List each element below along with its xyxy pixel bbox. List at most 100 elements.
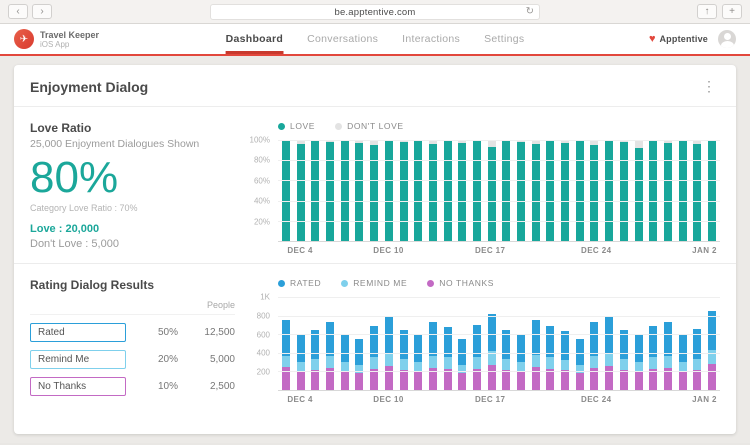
app-switcher[interactable]: ✈ Travel Keeper iOS App (14, 29, 99, 49)
kebab-menu-icon[interactable]: ⋮ (698, 78, 720, 95)
bar-segment-no-thanks (282, 367, 290, 390)
remind-me-chip[interactable]: Remind Me (30, 350, 126, 369)
bar-segment-don-t-love (635, 140, 643, 148)
bar-segment-rated (429, 322, 437, 355)
rating-table-header: People (30, 300, 235, 315)
y-tick-label: 400 (257, 349, 270, 358)
bar (708, 140, 716, 241)
tab-settings[interactable]: Settings (484, 24, 524, 54)
rating-dialog-title: Rating Dialog Results (30, 278, 242, 292)
rating-results-chart: RATED REMIND ME NO THANKS 1K800600400200 (242, 278, 720, 406)
y-tick-label: 20% (254, 217, 270, 226)
bar-segment-love (546, 140, 554, 241)
bar (355, 140, 363, 241)
bar-segment-no-thanks (605, 366, 613, 390)
y-tick-label: 200 (257, 368, 270, 377)
love-ratio-summary: Love Ratio 25,000 Enjoyment Dialogues Sh… (30, 119, 242, 257)
url-bar[interactable]: be.apptentive.com ↻ (210, 4, 540, 20)
no-thanks-percent: 10% (126, 381, 178, 392)
bar (355, 297, 363, 390)
bar (708, 297, 716, 390)
no-thanks-legend-dot-icon (427, 280, 434, 287)
bar-segment-no-thanks (488, 365, 496, 390)
love-count: Love : 20,000 (30, 223, 242, 235)
bar (282, 140, 290, 241)
x-tick-label: DEC 4 (287, 395, 313, 404)
y-axis: 1K800600400200 (242, 297, 278, 391)
rating-table: People Rated 50% 12,500 Remind Me 20% 5,… (30, 300, 235, 396)
rated-chip[interactable]: Rated (30, 323, 126, 342)
bar (635, 297, 643, 390)
bar (561, 297, 569, 390)
back-button[interactable]: ‹ (8, 4, 28, 19)
bar-segment-love (297, 144, 305, 241)
bar-segment-remind-me (532, 355, 540, 367)
bar-segment-love (400, 142, 408, 241)
bar-segment-rated (679, 334, 687, 362)
rating-dialog-section: Rating Dialog Results People Rated 50% 1… (14, 264, 736, 412)
bar (326, 140, 334, 241)
x-tick-label: DEC 10 (373, 246, 403, 255)
bar-segment-love (605, 140, 613, 241)
y-tick-label: 100% (250, 136, 270, 145)
app-header: ✈ Travel Keeper iOS App Dashboard Conver… (0, 24, 750, 56)
bar-segment-love (282, 140, 290, 241)
bar-segment-don-t-love (488, 140, 496, 147)
remind-me-people: 5,000 (178, 354, 235, 365)
category-love-ratio: Category Love Ratio : 70% (30, 203, 242, 213)
bar (502, 297, 510, 390)
bar-segment-no-thanks (708, 364, 716, 390)
bar-segment-remind-me (679, 362, 687, 371)
bar (311, 140, 319, 241)
plot (278, 140, 720, 242)
bar-segment-rated (635, 334, 643, 362)
bar-segment-love (385, 140, 393, 241)
bars (278, 140, 720, 241)
bar-segment-no-thanks (311, 370, 319, 390)
refresh-icon[interactable]: ↻ (526, 6, 534, 17)
love-ratio-subtitle: 25,000 Enjoyment Dialogues Shown (30, 138, 242, 150)
no-thanks-chip[interactable]: No Thanks (30, 377, 126, 396)
rated-percent: 50% (126, 327, 178, 338)
bar (590, 140, 598, 241)
love-legend-dot-icon (278, 123, 285, 130)
bar (429, 140, 437, 241)
bar-segment-love (561, 143, 569, 241)
legend-item-remind-me: REMIND ME (341, 278, 407, 288)
avatar[interactable] (718, 30, 736, 48)
legend-item-dont-love: DON'T LOVE (335, 121, 404, 131)
bar-segment-remind-me (400, 359, 408, 369)
bar-segment-no-thanks (458, 373, 466, 390)
bar-segment-no-thanks (576, 373, 584, 390)
share-icon[interactable]: ↑ (697, 4, 717, 19)
tab-interactions[interactable]: Interactions (402, 24, 460, 54)
chart-legend: LOVE DON'T LOVE (278, 121, 720, 131)
bar (576, 140, 584, 241)
forward-button[interactable]: › (32, 4, 52, 19)
bar (664, 140, 672, 241)
bar-segment-love (473, 140, 481, 241)
bar (297, 297, 305, 390)
remind-me-legend-dot-icon (341, 280, 348, 287)
bar (458, 297, 466, 390)
bar-segment-no-thanks (561, 370, 569, 390)
new-tab-button[interactable]: + (722, 4, 742, 19)
url-text: be.apptentive.com (334, 7, 415, 18)
bar (679, 140, 687, 241)
bar (311, 297, 319, 390)
x-tick-label: JAN 2 (692, 246, 717, 255)
bar-segment-love (708, 140, 716, 241)
gridline (278, 316, 720, 317)
tab-conversations[interactable]: Conversations (307, 24, 378, 54)
bar (444, 140, 452, 241)
legend-label: REMIND ME (353, 278, 407, 288)
bar (341, 297, 349, 390)
tab-dashboard[interactable]: Dashboard (226, 24, 284, 54)
bar-segment-remind-me (605, 353, 613, 366)
page-body: Enjoyment Dialog ⋮ Love Ratio 25,000 Enj… (0, 56, 750, 443)
bar-segment-rated (488, 314, 496, 351)
dont-love-count: Don't Love : 5,000 (30, 238, 242, 250)
bar (546, 140, 554, 241)
bar-segment-rated (282, 320, 290, 355)
table-row: No Thanks 10% 2,500 (30, 377, 235, 396)
